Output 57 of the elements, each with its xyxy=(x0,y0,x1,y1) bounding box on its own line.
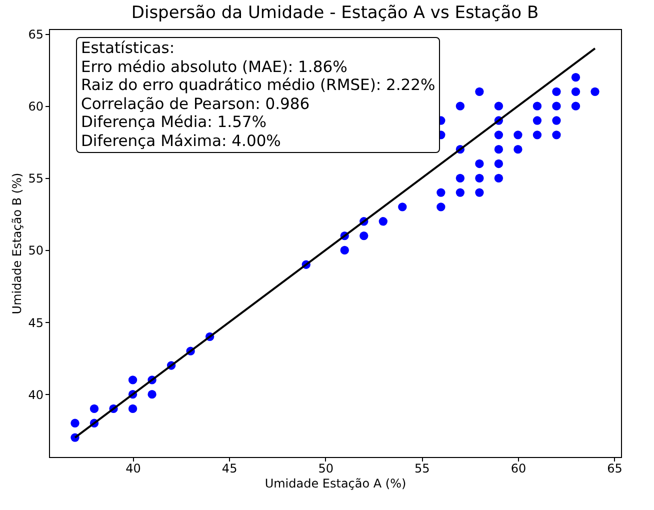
point xyxy=(514,130,522,140)
point xyxy=(571,102,580,110)
point xyxy=(456,102,465,110)
point xyxy=(398,202,407,212)
point xyxy=(532,130,542,140)
x-axis-title: Umidade Estação A (%) xyxy=(264,476,406,490)
x-tick-label: 50 xyxy=(318,462,334,476)
point xyxy=(360,231,368,240)
x-tick-label: 40 xyxy=(126,462,141,476)
annotation: Raiz do erro quadrático médio (RMSE): 2.22% xyxy=(81,76,436,94)
point xyxy=(571,72,580,82)
annotation: Diferença Média: 1.57% xyxy=(81,113,268,132)
point xyxy=(128,376,138,384)
point xyxy=(494,145,504,154)
point xyxy=(552,102,561,110)
point xyxy=(494,174,504,182)
x-tick-label: 45 xyxy=(222,462,238,476)
point xyxy=(590,87,600,96)
point xyxy=(475,188,484,197)
point xyxy=(552,130,561,140)
point xyxy=(494,102,504,110)
x-tick-label: 65 xyxy=(607,462,622,476)
y-tick-label: 65 xyxy=(28,28,44,42)
point xyxy=(475,159,484,168)
point xyxy=(128,404,138,414)
point xyxy=(475,174,484,182)
x-tick-label: 60 xyxy=(510,462,526,476)
y-tick-label: 40 xyxy=(28,388,44,402)
point xyxy=(456,188,465,197)
point xyxy=(514,145,522,154)
point xyxy=(494,159,504,168)
x-tick-label: 55 xyxy=(414,462,430,476)
point xyxy=(532,102,542,110)
point xyxy=(456,174,465,182)
point xyxy=(571,87,580,96)
point xyxy=(378,217,388,226)
point xyxy=(494,130,504,140)
point xyxy=(340,246,349,255)
point xyxy=(70,418,80,428)
chart-title: Dispersão da Umidade - Estação A vs Estação B xyxy=(131,3,539,24)
point xyxy=(475,87,484,96)
y-tick-label: 45 xyxy=(28,316,44,330)
point xyxy=(552,87,561,96)
point xyxy=(148,390,156,399)
annotation: Diferença Máxima: 4.00% xyxy=(81,132,282,150)
annotation: Correlação de Pearson: 0.986 xyxy=(81,94,311,113)
point xyxy=(436,202,446,212)
y-tick-label: 50 xyxy=(28,244,44,258)
annotation: Erro médio absoluto (MAE): 1.86% xyxy=(81,58,348,76)
annotation: Estatísticas: xyxy=(81,39,176,58)
y-tick-label: 55 xyxy=(28,172,44,186)
point xyxy=(90,404,99,414)
point xyxy=(552,116,561,125)
y-tick-label: 60 xyxy=(28,100,44,114)
point xyxy=(436,188,446,197)
point xyxy=(532,116,542,125)
y-axis-title: Umidade Estação B (%) xyxy=(10,172,24,314)
